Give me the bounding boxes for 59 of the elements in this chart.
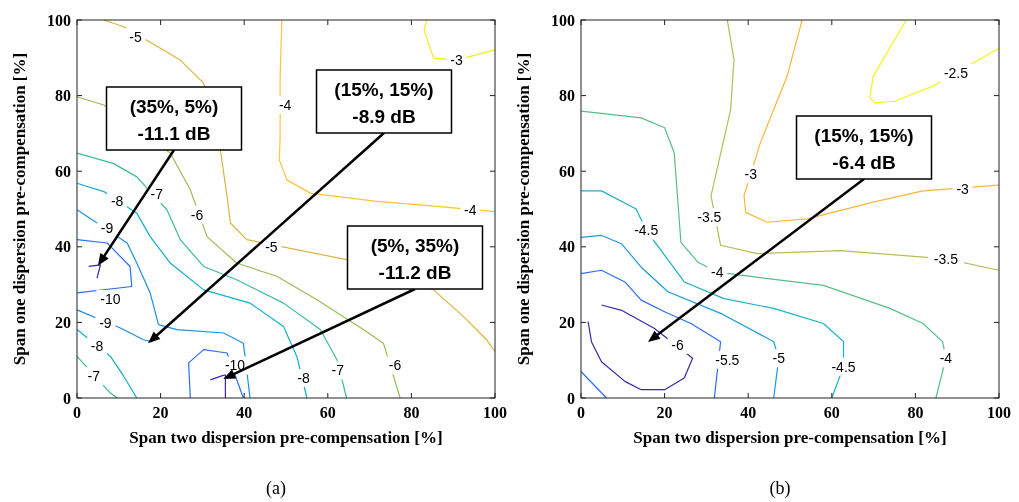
x-axis-title: Span two dispersion pre-compensation [%] — [129, 428, 443, 447]
annotation: -3 — [450, 51, 463, 68]
y-tick-label: 100 — [551, 11, 575, 29]
annotation: -9 — [100, 220, 114, 237]
annotation: -10 — [100, 290, 121, 307]
annotation: -4.5 — [634, 222, 659, 239]
annotation: -10 — [224, 357, 246, 374]
annotation: -5 — [772, 350, 786, 367]
annotation: -5 — [265, 238, 278, 255]
x-tick-label: 20 — [152, 404, 169, 421]
y-tick-label: 60 — [559, 162, 575, 180]
annotation: -8 — [297, 369, 310, 386]
y-tick-label: 40 — [55, 238, 71, 256]
annotation: -4 — [711, 264, 724, 281]
annotation: -6 — [671, 336, 684, 353]
annotation: -4 — [939, 350, 953, 367]
y-tick-label: 40 — [559, 238, 575, 256]
annotation: -3 — [956, 180, 970, 197]
text: (a) — [266, 478, 286, 499]
y-axis-title: Span one dispersion pre-compensation [%] — [10, 52, 29, 366]
y-tick-label: 20 — [55, 314, 71, 331]
annotation: -3 — [744, 166, 758, 183]
y-tick-label: 20 — [559, 314, 575, 331]
annotation: -5 — [129, 28, 142, 45]
y-axis-title: Span one dispersion pre-compensation [%] — [514, 52, 533, 366]
x-tick-label: 20 — [656, 404, 673, 421]
x-tick-label: 40 — [740, 404, 757, 421]
x-tick-label: 80 — [907, 404, 924, 421]
y-tick-label: 0 — [567, 389, 575, 407]
annotation: -5.5 — [715, 351, 740, 368]
x-tick-label: 40 — [236, 404, 253, 421]
annotation: -3.5 — [697, 209, 722, 226]
y-tick-label: 100 — [47, 11, 71, 29]
x-tick-label: 100 — [483, 404, 507, 421]
annotation: -4 — [278, 96, 292, 113]
y-tick-label: 80 — [559, 87, 575, 105]
annotation: -7 — [87, 367, 101, 384]
annotation: -6 — [190, 206, 204, 223]
annotation: (15%, 15%) -8.9 dB — [334, 79, 434, 127]
y-tick-label: 80 — [55, 87, 71, 105]
x-tick-label: 60 — [319, 404, 336, 421]
y-tick-label: 60 — [55, 162, 71, 180]
x-tick-label: 80 — [403, 404, 420, 421]
y-tick-label: 0 — [63, 389, 71, 407]
annotation: (5%, 35%) -11.2 dB — [370, 235, 460, 283]
annotation: -8 — [110, 193, 124, 210]
annotation: -7 — [331, 362, 345, 379]
annotation: -4.5 — [831, 358, 856, 375]
annotation: -4 — [464, 201, 477, 218]
annotation: -9 — [99, 315, 112, 332]
x-tick-label: 60 — [823, 404, 840, 421]
annotation: (15%, 15%) -6.4 dB — [814, 125, 914, 173]
annotation: -7 — [150, 186, 164, 203]
text: (b) — [769, 478, 791, 499]
annotation: (35%, 5%) -11.1 dB — [129, 96, 219, 144]
annotation: -8 — [90, 338, 104, 355]
x-axis-title: Span two dispersion pre-compensation [%] — [633, 428, 947, 447]
x-tick-label: 100 — [987, 404, 1011, 421]
annotation: -6 — [388, 357, 402, 374]
